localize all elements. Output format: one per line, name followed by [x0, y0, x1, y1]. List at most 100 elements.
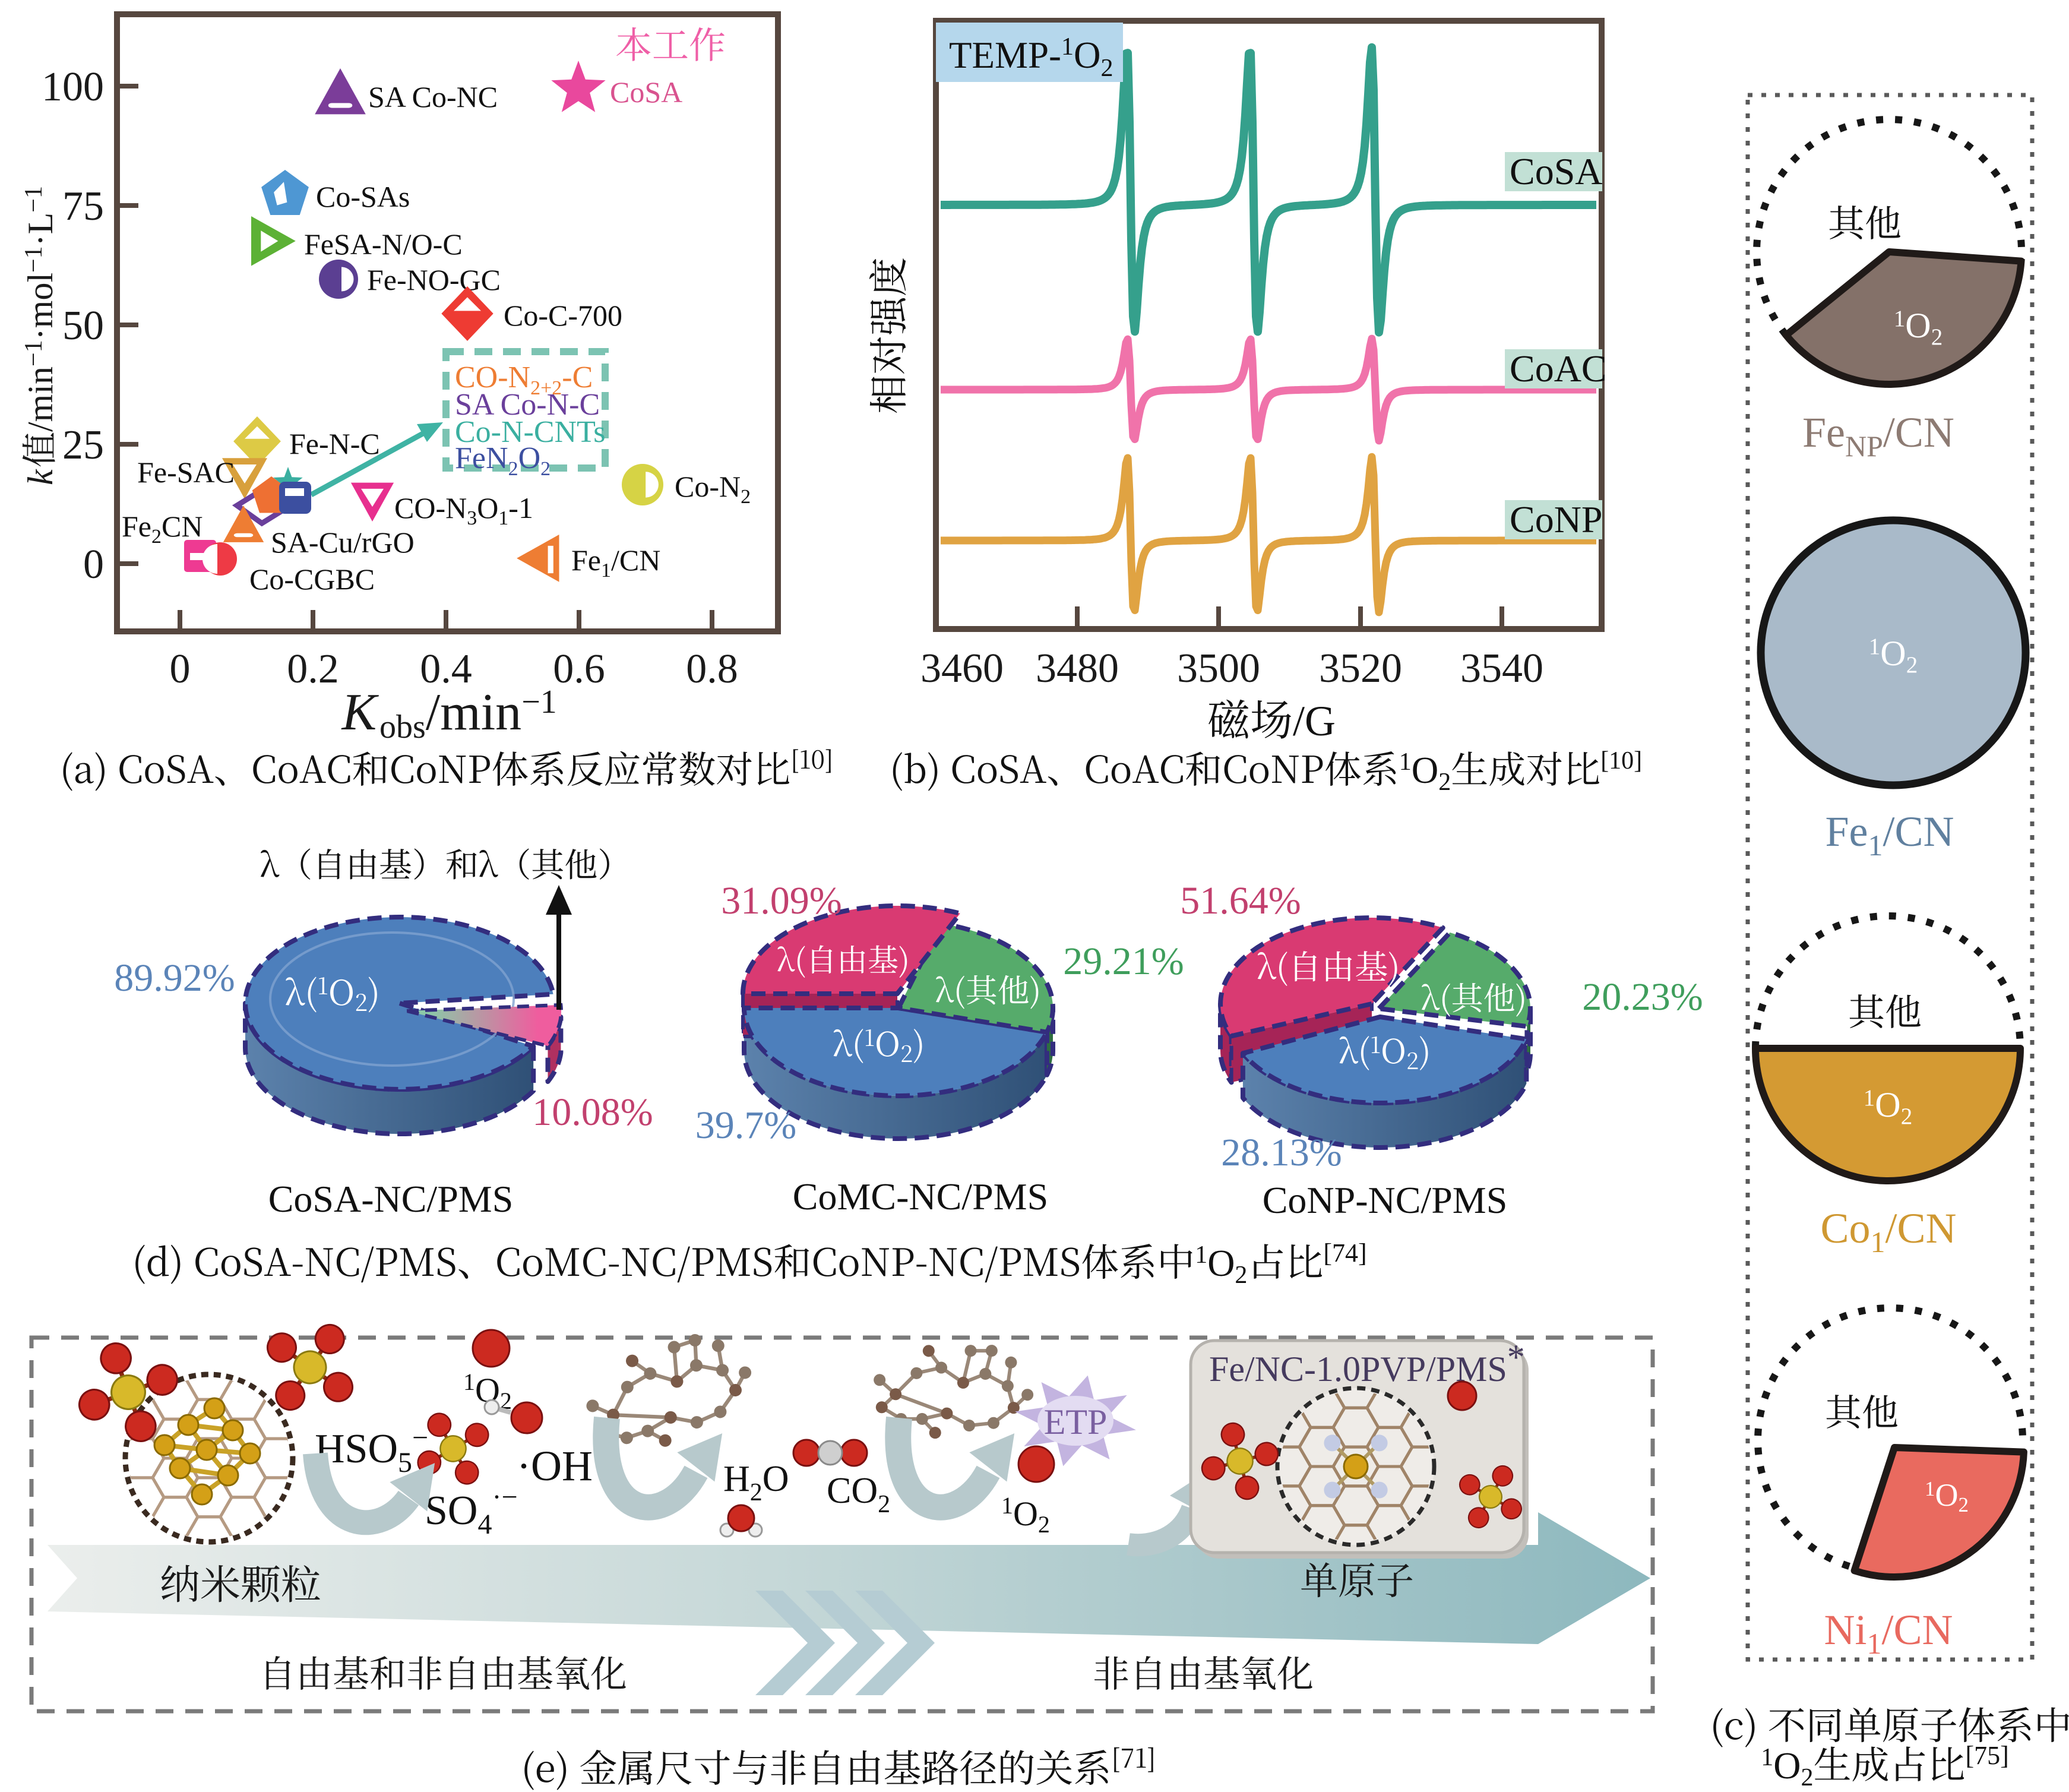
svg-text:51.64%: 51.64%	[1180, 879, 1301, 922]
svg-text:[10]: [10]	[1600, 747, 1642, 775]
svg-text:2: 2	[1101, 55, 1113, 82]
svg-text:CoSA-NC/PMS: CoSA-NC/PMS	[268, 1178, 514, 1220]
svg-text:20.23%: 20.23%	[1582, 975, 1703, 1019]
svg-text:2: 2	[1235, 1262, 1247, 1289]
svg-text:3540: 3540	[1460, 646, 1543, 691]
svg-text:2: 2	[151, 526, 162, 548]
svg-text:O: O	[1074, 34, 1101, 76]
svg-text:O: O	[518, 441, 541, 475]
svg-text:Fe: Fe	[1826, 808, 1868, 855]
svg-text:O: O	[763, 1459, 789, 1499]
svg-text:k: k	[21, 469, 60, 485]
svg-text:4: 4	[478, 1509, 492, 1540]
svg-text:Fe: Fe	[1802, 409, 1845, 456]
svg-text:K: K	[341, 684, 379, 741]
svg-text:−1: −1	[521, 684, 557, 720]
svg-text:1: 1	[463, 1369, 475, 1395]
svg-text:1: 1	[1894, 306, 1906, 331]
svg-text:1: 1	[1871, 1225, 1885, 1259]
svg-text:SO: SO	[425, 1488, 477, 1534]
svg-text:FeN: FeN	[455, 441, 508, 475]
svg-text:CO-N: CO-N	[394, 491, 467, 524]
svg-text:CN: CN	[162, 510, 203, 543]
svg-text:2: 2	[741, 486, 751, 508]
svg-text:CO-N: CO-N	[455, 361, 530, 394]
svg-text:0.6: 0.6	[553, 646, 605, 692]
svg-text:TEMP-: TEMP-	[949, 34, 1061, 76]
svg-text:-C: -C	[562, 361, 593, 394]
svg-text:2: 2	[540, 458, 551, 480]
svg-text:O: O	[1880, 634, 1906, 673]
svg-text:0.2: 0.2	[287, 646, 339, 692]
svg-text:·mol: ·mol	[21, 273, 60, 340]
svg-text:1: 1	[498, 507, 508, 529]
svg-text:CoMC-NC/PMS: CoMC-NC/PMS	[793, 1175, 1048, 1218]
svg-text:·−: ·−	[492, 1481, 518, 1513]
svg-text:0.4: 0.4	[420, 646, 472, 692]
svg-text:1: 1	[1761, 1744, 1773, 1771]
svg-text:/CN: /CN	[1883, 409, 1954, 456]
svg-text:CoSA: CoSA	[1510, 150, 1603, 192]
svg-text:0: 0	[83, 542, 104, 587]
svg-text:[74]: [74]	[1323, 1238, 1366, 1268]
svg-text:O: O	[1935, 1477, 1959, 1513]
svg-text:5: 5	[398, 1447, 412, 1478]
svg-text:31.09%: 31.09%	[721, 879, 841, 922]
svg-text:1: 1	[1061, 33, 1074, 61]
svg-text:Fe-NO-GC: Fe-NO-GC	[367, 263, 501, 296]
svg-text:Fe: Fe	[571, 543, 601, 577]
svg-text:/min: /min	[426, 684, 521, 741]
svg-text:NP: NP	[1845, 429, 1883, 463]
svg-text:2: 2	[750, 1479, 763, 1506]
svg-text:CoNP-NC/PMS: CoNP-NC/PMS	[1263, 1179, 1508, 1221]
svg-text:2: 2	[508, 458, 518, 480]
svg-text:1: 1	[1399, 748, 1412, 776]
svg-text:SA-Cu/rGO: SA-Cu/rGO	[271, 526, 415, 559]
svg-text:−1: −1	[20, 340, 48, 366]
svg-text:Fe-SAC: Fe-SAC	[137, 456, 235, 489]
svg-text:1: 1	[1925, 1477, 1935, 1500]
svg-text:/CN: /CN	[1885, 1205, 1957, 1252]
svg-text:50: 50	[62, 303, 104, 349]
svg-text:*: *	[1507, 1338, 1525, 1377]
svg-text:·OH: ·OH	[517, 1442, 593, 1490]
svg-text:0.8: 0.8	[686, 646, 738, 692]
svg-text:1: 1	[601, 560, 611, 581]
svg-text:O: O	[1773, 1744, 1801, 1787]
svg-text:Co-C-700: Co-C-700	[504, 299, 622, 332]
svg-text:SA Co-N-C: SA Co-N-C	[455, 388, 600, 422]
svg-text:CoNP: CoNP	[1510, 498, 1603, 541]
svg-text:/min: /min	[21, 366, 60, 432]
svg-text:obs: obs	[379, 709, 426, 745]
svg-text:−: −	[412, 1422, 428, 1453]
svg-text:2: 2	[1438, 769, 1451, 796]
svg-text:Fe-N-C: Fe-N-C	[289, 427, 380, 460]
svg-text:CO: CO	[827, 1471, 878, 1511]
svg-text:Co-N-CNTs: Co-N-CNTs	[455, 415, 605, 449]
svg-text:O: O	[1207, 1242, 1235, 1284]
svg-text:10.08%: 10.08%	[532, 1091, 653, 1134]
svg-text:·L: ·L	[21, 213, 60, 246]
svg-text:O: O	[1905, 306, 1931, 345]
svg-text:O: O	[1875, 1085, 1900, 1124]
svg-text:2: 2	[1901, 1104, 1913, 1129]
svg-text:[75]: [75]	[1966, 1741, 2009, 1770]
svg-text:3500: 3500	[1177, 646, 1260, 691]
svg-text:FeSA-N/O-C: FeSA-N/O-C	[304, 227, 463, 261]
svg-text:2+2: 2+2	[530, 377, 562, 399]
svg-text:ETP: ETP	[1044, 1402, 1108, 1442]
svg-text:3460: 3460	[920, 646, 1004, 691]
svg-text:O: O	[1013, 1494, 1038, 1533]
svg-text:CoAC: CoAC	[1510, 347, 1607, 390]
svg-text:1: 1	[1864, 1085, 1875, 1111]
svg-text:CoSA: CoSA	[610, 75, 682, 109]
svg-text:3: 3	[467, 507, 477, 529]
svg-text:H: H	[723, 1459, 750, 1499]
svg-text:O: O	[477, 491, 498, 524]
svg-text:39.7%: 39.7%	[695, 1104, 796, 1147]
svg-text:1: 1	[1869, 634, 1881, 659]
svg-text:2: 2	[1801, 1764, 1814, 1791]
svg-text:100: 100	[42, 64, 104, 110]
svg-text:2: 2	[1906, 652, 1918, 678]
svg-text:1: 1	[1195, 1241, 1207, 1269]
